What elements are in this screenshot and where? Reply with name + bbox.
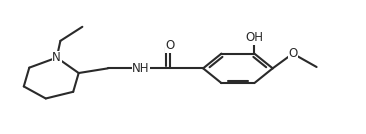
Text: NH: NH: [132, 62, 150, 75]
Text: O: O: [165, 39, 175, 52]
Text: N: N: [52, 51, 61, 64]
Text: O: O: [288, 47, 298, 60]
Text: OH: OH: [245, 31, 264, 44]
